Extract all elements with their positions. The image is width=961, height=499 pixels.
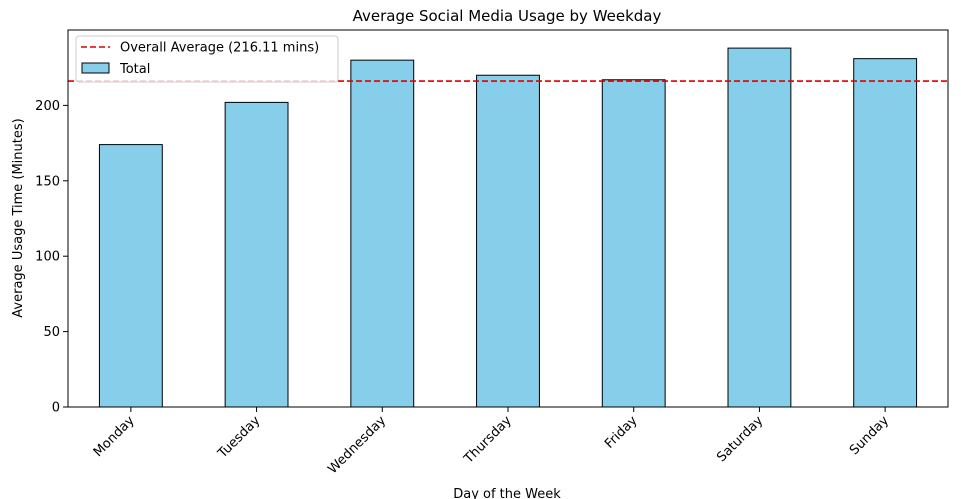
y-tick-label: 200 (35, 99, 60, 114)
y-tick-label: 100 (35, 250, 60, 265)
bar-wednesday (350, 59, 415, 408)
bar-thursday (476, 74, 540, 408)
x-tick-label: Tuesday (215, 413, 264, 462)
y-tick-label: 0 (52, 401, 60, 416)
legend-frame (75, 35, 339, 83)
x-tick-label: Friday (602, 413, 641, 452)
legend-label-average: Overall Average (216.11 mins) (120, 41, 319, 56)
bar-friday (601, 79, 666, 408)
plot-frame (67, 29, 949, 408)
bar-sunday (853, 58, 918, 408)
x-tick-label: Wednesday (325, 413, 389, 477)
bars-layer (98, 47, 918, 408)
y-tick-label: 50 (43, 325, 60, 340)
legend-label-total: Total (119, 62, 150, 77)
chart-title: Average Social Media Usage by Weekday (353, 7, 662, 25)
x-axis-label: Day of the Week (453, 487, 561, 499)
bar-tuesday (224, 101, 289, 408)
bar-saturday (727, 47, 792, 408)
x-tick-label: Thursday (461, 413, 515, 467)
legend: Overall Average (216.11 mins) Total (75, 35, 339, 83)
legend-swatch-total (81, 62, 110, 74)
bar-monday (98, 144, 163, 408)
x-tick-label: Sunday (847, 413, 892, 458)
y-axis-label: Average Usage Time (Minutes) (11, 118, 26, 317)
x-tick-label: Monday (91, 413, 138, 460)
x-tick-label: Saturday (714, 413, 766, 465)
y-tick-label: 150 (35, 174, 60, 189)
